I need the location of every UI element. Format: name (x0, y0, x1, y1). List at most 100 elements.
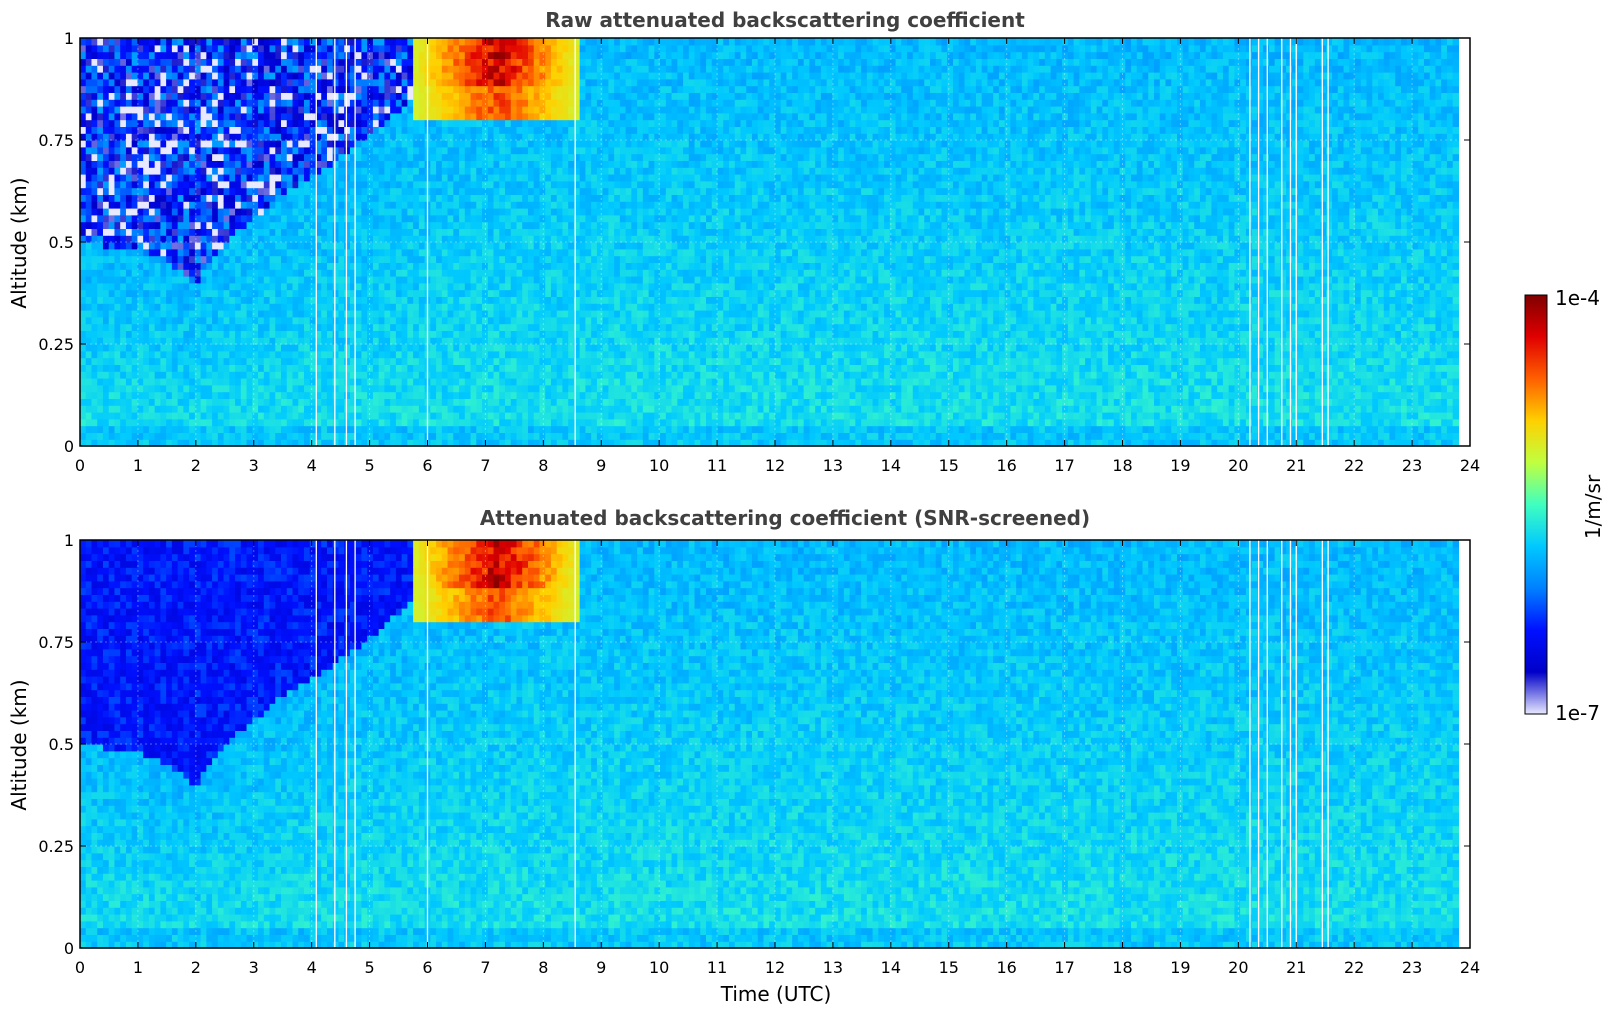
heatmap-cell (487, 371, 495, 379)
heatmap-cell (177, 167, 184, 175)
heatmap-cell (298, 180, 305, 189)
heatmap-cell (171, 126, 179, 134)
heatmap-cell (120, 378, 127, 386)
heatmap-cell (487, 194, 495, 202)
heatmap-cell (125, 133, 133, 141)
heatmap-cell (372, 255, 380, 263)
heatmap-cell (447, 214, 454, 223)
heatmap-cell (108, 262, 116, 270)
heatmap-cell (108, 296, 116, 304)
heatmap-cell (298, 242, 305, 250)
heatmap-cell (143, 174, 150, 182)
heatmap-cell (223, 72, 230, 80)
heatmap-cell (120, 276, 127, 284)
heatmap-cell (194, 78, 202, 87)
heatmap-cell (183, 201, 190, 209)
heatmap-cell (252, 228, 259, 236)
heatmap-cell (148, 146, 156, 155)
heatmap-cell (505, 248, 512, 257)
heatmap-cell (102, 350, 110, 359)
heatmap-cell (85, 269, 93, 277)
heatmap-cell (108, 85, 116, 93)
heatmap-cell (367, 187, 374, 195)
heatmap-cell (545, 248, 552, 257)
heatmap-cell (235, 201, 242, 209)
heatmap-cell (413, 180, 420, 189)
heatmap-cell (390, 303, 397, 311)
heatmap-cell (212, 296, 219, 304)
heatmap-cell (527, 194, 535, 202)
heatmap-cell (550, 269, 558, 277)
heatmap-cell (539, 146, 546, 155)
heatmap-cell (372, 167, 380, 175)
heatmap-cell (131, 248, 139, 257)
heatmap-cell (91, 276, 98, 284)
heatmap-cell (367, 194, 374, 202)
heatmap-cell (510, 262, 518, 270)
heatmap-cell (269, 405, 276, 413)
heatmap-cell (183, 174, 190, 182)
heatmap-cell (200, 112, 207, 121)
heatmap-cell (413, 405, 420, 413)
heatmap-cell (235, 276, 242, 284)
heatmap-cell (137, 194, 144, 202)
heatmap-cell (441, 282, 449, 291)
heatmap-cell (212, 187, 219, 195)
heatmap-cell (148, 248, 156, 257)
heatmap-cell (338, 112, 345, 121)
heatmap-cell (120, 418, 127, 427)
heatmap-cell (493, 78, 500, 87)
heatmap-cell (522, 58, 529, 66)
heatmap-cell (189, 255, 196, 263)
heatmap-cell (413, 174, 420, 182)
heatmap-cell (194, 174, 202, 182)
heatmap-cell (367, 214, 374, 223)
heatmap-cell (212, 255, 219, 263)
heatmap-cell (447, 357, 454, 365)
heatmap-cell (235, 296, 242, 304)
heatmap-cell (487, 235, 495, 243)
heatmap-cell (223, 296, 230, 304)
heatmap-cell (476, 330, 483, 338)
heatmap-cell (539, 425, 546, 433)
heatmap-cell (510, 323, 518, 331)
heatmap-cell (436, 92, 443, 100)
heatmap-cell (97, 439, 104, 447)
heatmap-cell (91, 99, 98, 107)
heatmap-cell (332, 228, 340, 236)
heatmap-cell (269, 106, 276, 114)
heatmap-cell (545, 187, 552, 195)
heatmap-cell (281, 44, 288, 53)
heatmap-cell (326, 65, 334, 73)
heatmap-cell (309, 235, 317, 243)
heatmap-cell (550, 378, 558, 386)
heatmap-cell (401, 357, 408, 365)
heatmap-cell (252, 38, 259, 46)
heatmap-cell (447, 350, 454, 359)
heatmap-cell (114, 99, 121, 107)
heatmap-cell (499, 106, 506, 114)
heatmap-cell (120, 337, 127, 345)
heatmap-cell (108, 65, 116, 73)
heatmap-cell (550, 262, 558, 270)
heatmap-cell (476, 58, 483, 66)
heatmap-cell (143, 330, 150, 338)
heatmap-cell (269, 235, 276, 243)
heatmap-cell (487, 316, 495, 325)
heatmap-cell (120, 289, 127, 297)
heatmap-cell (533, 106, 541, 114)
heatmap-cell (212, 391, 219, 399)
heatmap-cell (441, 350, 449, 359)
heatmap-cell (453, 289, 460, 297)
heatmap-cell (85, 85, 93, 93)
heatmap-cell (223, 262, 230, 270)
heatmap-cell (527, 38, 535, 46)
heatmap-cell (470, 99, 477, 107)
heatmap-cell (464, 310, 472, 318)
heatmap-cell (298, 78, 305, 87)
heatmap-cell (235, 187, 242, 195)
heatmap-cell (131, 344, 139, 352)
heatmap-cell (372, 282, 380, 291)
heatmap-cell (493, 323, 500, 331)
heatmap-cell (344, 194, 351, 202)
